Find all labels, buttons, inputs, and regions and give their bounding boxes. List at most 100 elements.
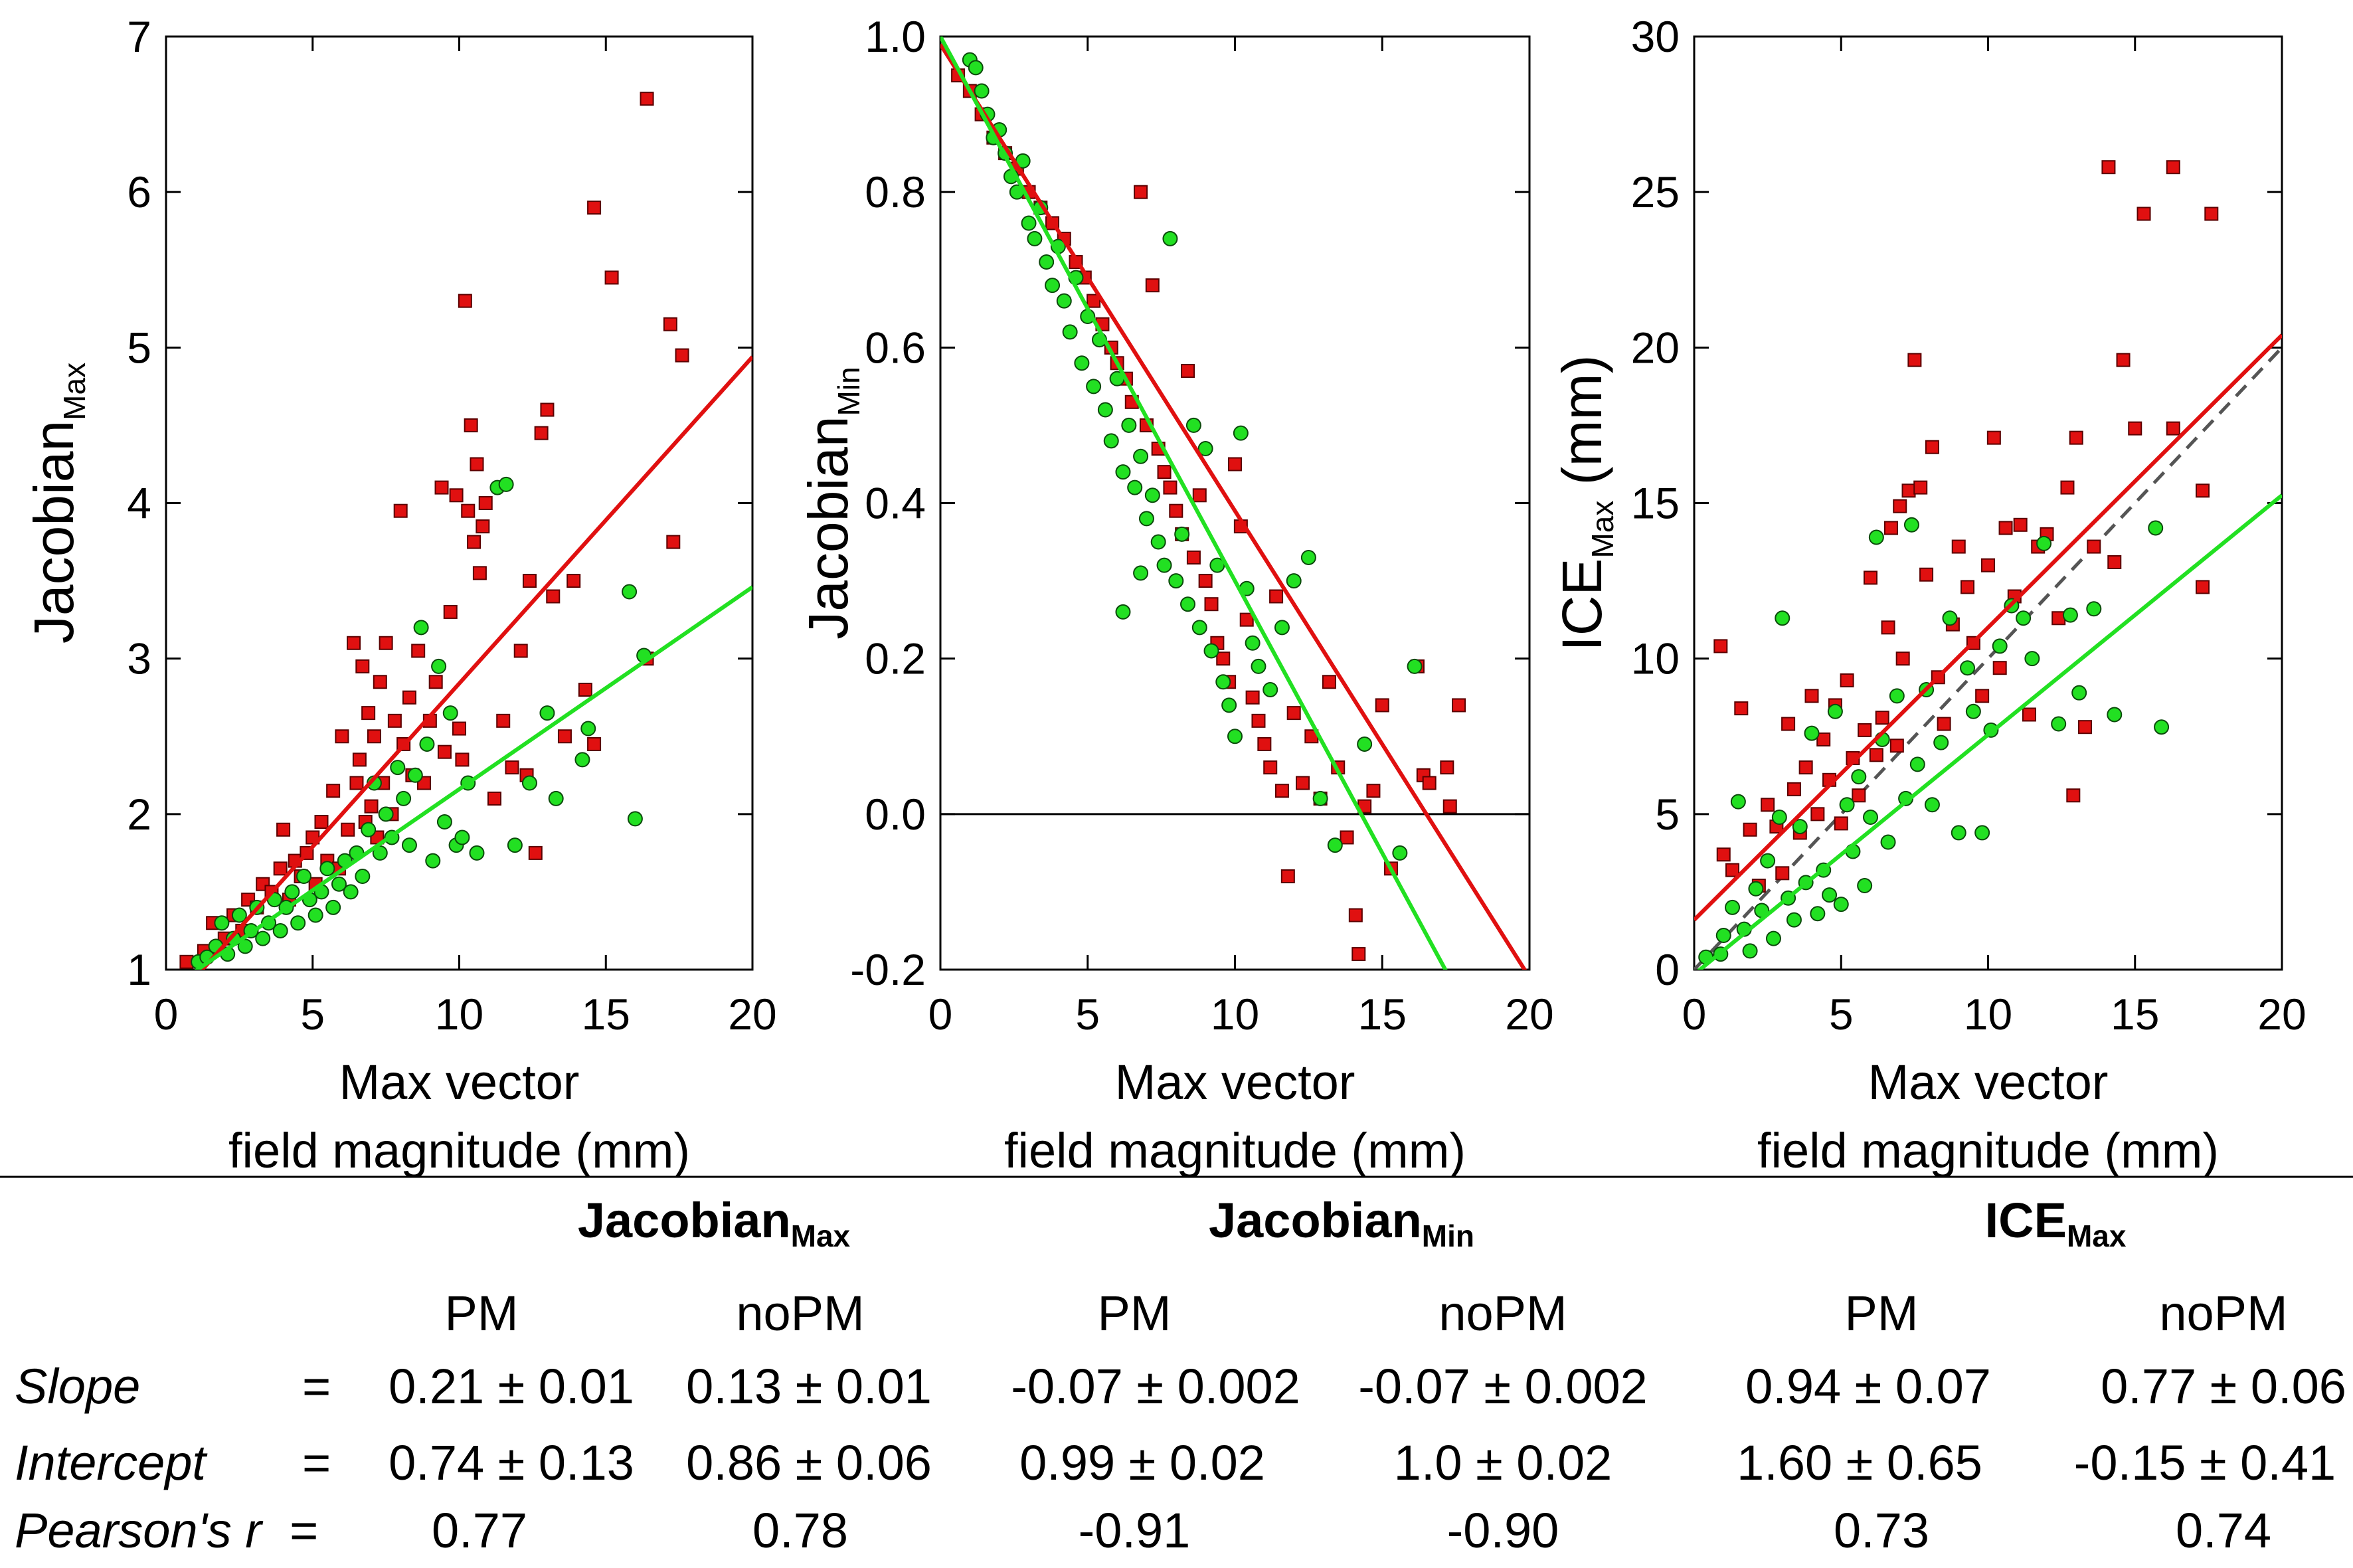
data-point-nopm (1868, 529, 1884, 545)
data-point-nopm (1942, 610, 1958, 626)
data-point-pm (2196, 580, 2210, 594)
header-jacobian-min: JacobianMin (1209, 1193, 1474, 1253)
data-point-pm (1286, 706, 1301, 721)
data-point-nopm (968, 60, 984, 76)
data-point-nopm (1039, 254, 1055, 270)
data-point-pm (379, 636, 393, 650)
data-point-pm (1734, 701, 1749, 716)
data-point-nopm (1833, 897, 1849, 913)
data-point-nopm (539, 705, 555, 721)
data-point-nopm (2036, 535, 2052, 551)
x-axis-title: Max vector (1115, 1055, 1355, 1110)
row-label-pearson: Pearson's r (15, 1503, 262, 1558)
y-axis-title: ICEMax (mm) (1551, 355, 1620, 651)
data-point-nopm (1863, 810, 1878, 826)
x-tick-label: 0 (928, 990, 953, 1039)
data-point-pm (461, 503, 476, 518)
data-point-nopm (1903, 517, 1919, 533)
y-tick-label: 15 (1631, 479, 1680, 528)
x-tick-label: 10 (435, 990, 483, 1039)
data-point-pm (1274, 784, 1289, 798)
x-tick-label: 5 (300, 990, 325, 1039)
table-cell: 0.13 ± 0.01 (686, 1359, 932, 1414)
data-point-nopm (2024, 651, 2040, 667)
data-point-pm (434, 480, 449, 495)
data-point-pm (411, 644, 426, 658)
data-point-pm (428, 675, 443, 689)
data-point-nopm (1965, 703, 1981, 719)
data-point-nopm (1133, 565, 1149, 581)
data-point-pm (458, 294, 472, 308)
y-tick-label: 1 (127, 945, 151, 994)
data-point-pm (1775, 866, 1790, 881)
data-point-nopm (498, 476, 514, 492)
data-point-pm (2107, 555, 2122, 569)
x-tick-label: 5 (1829, 990, 1854, 1039)
data-point-pm (347, 636, 361, 650)
x-tick-label: 0 (1682, 990, 1707, 1039)
data-point-pm (2066, 788, 2081, 803)
y-tick-label: 0.2 (865, 634, 926, 683)
data-point-pm (1716, 847, 1731, 862)
data-point-nopm (1074, 355, 1090, 371)
data-point-pm (1442, 799, 1457, 814)
y-axis-title: JacobianMin (797, 367, 866, 639)
x-tick-label: 15 (1358, 990, 1407, 1039)
data-point-pm (437, 744, 452, 759)
data-point-nopm (1233, 425, 1249, 441)
data-point-nopm (1115, 464, 1131, 480)
row-prefix: = (302, 1359, 331, 1414)
plot-area (1694, 160, 2282, 970)
data-point-pm (1858, 723, 1872, 737)
data-point-nopm (1150, 534, 1166, 550)
table-cell: -0.07 ± 0.002 (1011, 1359, 1300, 1414)
plot-frame (939, 35, 1531, 971)
row-label-slope: Slope (15, 1359, 141, 1414)
data-point-nopm (1880, 834, 1896, 850)
x-axis-title: field magnitude (mm) (228, 1123, 690, 1178)
data-point-pm (467, 535, 481, 549)
data-point-pm (355, 659, 370, 673)
data-point-nopm (1121, 417, 1137, 433)
data-point-pm (1852, 788, 1866, 803)
data-point-nopm (1027, 230, 1043, 246)
data-point-pm (449, 488, 464, 503)
data-point-nopm (1725, 899, 1741, 915)
table-cell: 0.74 ± 0.13 (389, 1435, 634, 1490)
fit-line-pm (1694, 333, 2282, 922)
plot-area (179, 92, 752, 970)
data-point-nopm (1286, 573, 1302, 589)
data-point-pm (1422, 776, 1437, 790)
data-point-nopm (1251, 658, 1266, 674)
table-cell: 1.60 ± 0.65 (1737, 1435, 1982, 1490)
data-point-pm (472, 566, 487, 580)
data-point-nopm (1221, 697, 1237, 713)
data-point-nopm (237, 938, 253, 954)
data-point-nopm (1792, 819, 1808, 835)
data-point-pm (349, 776, 364, 790)
data-point-pm (1798, 760, 1813, 775)
x-tick-label: 20 (2257, 990, 2306, 1039)
data-point-pm (1834, 816, 1848, 831)
table-cell: 1.0 ± 0.02 (1393, 1435, 1612, 1490)
data-point-pm (1810, 807, 1825, 822)
data-point-nopm (580, 721, 596, 737)
data-point-nopm (1162, 230, 1178, 246)
data-point-pm (1992, 661, 2007, 675)
x-axis-title: Max vector (1868, 1055, 2109, 1110)
data-point-pm (1937, 717, 1951, 731)
data-point-pm (1951, 539, 1966, 554)
y-axis-title-sub: Max (1585, 501, 1620, 559)
data-point-pm (1269, 589, 1284, 604)
y-tick-label: 0.8 (865, 167, 926, 217)
data-point-nopm (378, 806, 394, 822)
series-nopm (1698, 517, 2170, 965)
data-point-nopm (1974, 825, 1990, 841)
data-point-nopm (1924, 797, 1940, 813)
data-point-pm (1875, 711, 1889, 725)
data-point-nopm (1407, 658, 1423, 674)
data-point-nopm (1197, 441, 1213, 457)
y-tick-label: 0.4 (865, 479, 926, 528)
data-point-nopm (2016, 610, 2032, 626)
data-point-pm (1228, 457, 1242, 472)
